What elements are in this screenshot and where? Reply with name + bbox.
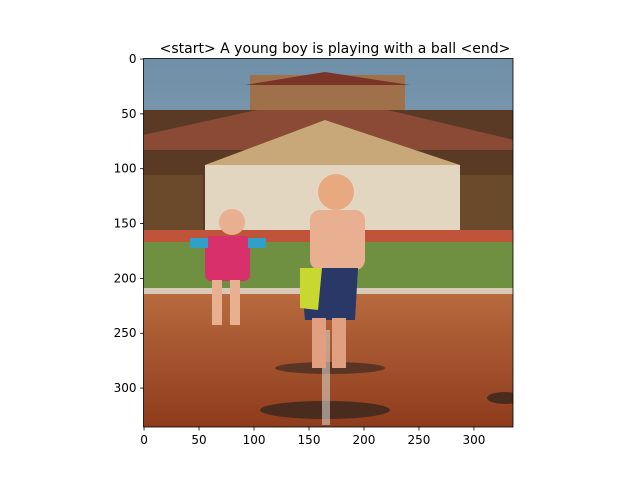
x-tick-label: 100 [243,433,266,447]
title: <start> A young boy is playing with a ba… [160,41,511,57]
x-tick-label: 300 [463,433,486,447]
x-tick-label: 0 [140,433,148,447]
y-tick-label: 300 [114,381,137,395]
axes-frame [143,58,514,428]
x-tick-label: 250 [408,433,431,447]
y-tick-label: 0 [129,52,137,66]
x-tick-label: 50 [191,433,206,447]
y-tick-label: 100 [114,162,137,176]
x-tick-label: 150 [298,433,321,447]
y-tick-label: 50 [121,107,136,121]
y-tick-label: 250 [114,326,137,340]
y-tick-label: 200 [114,271,137,285]
x-tick-label: 200 [353,433,376,447]
y-tick-label: 150 [114,217,137,231]
photo [143,58,513,427]
